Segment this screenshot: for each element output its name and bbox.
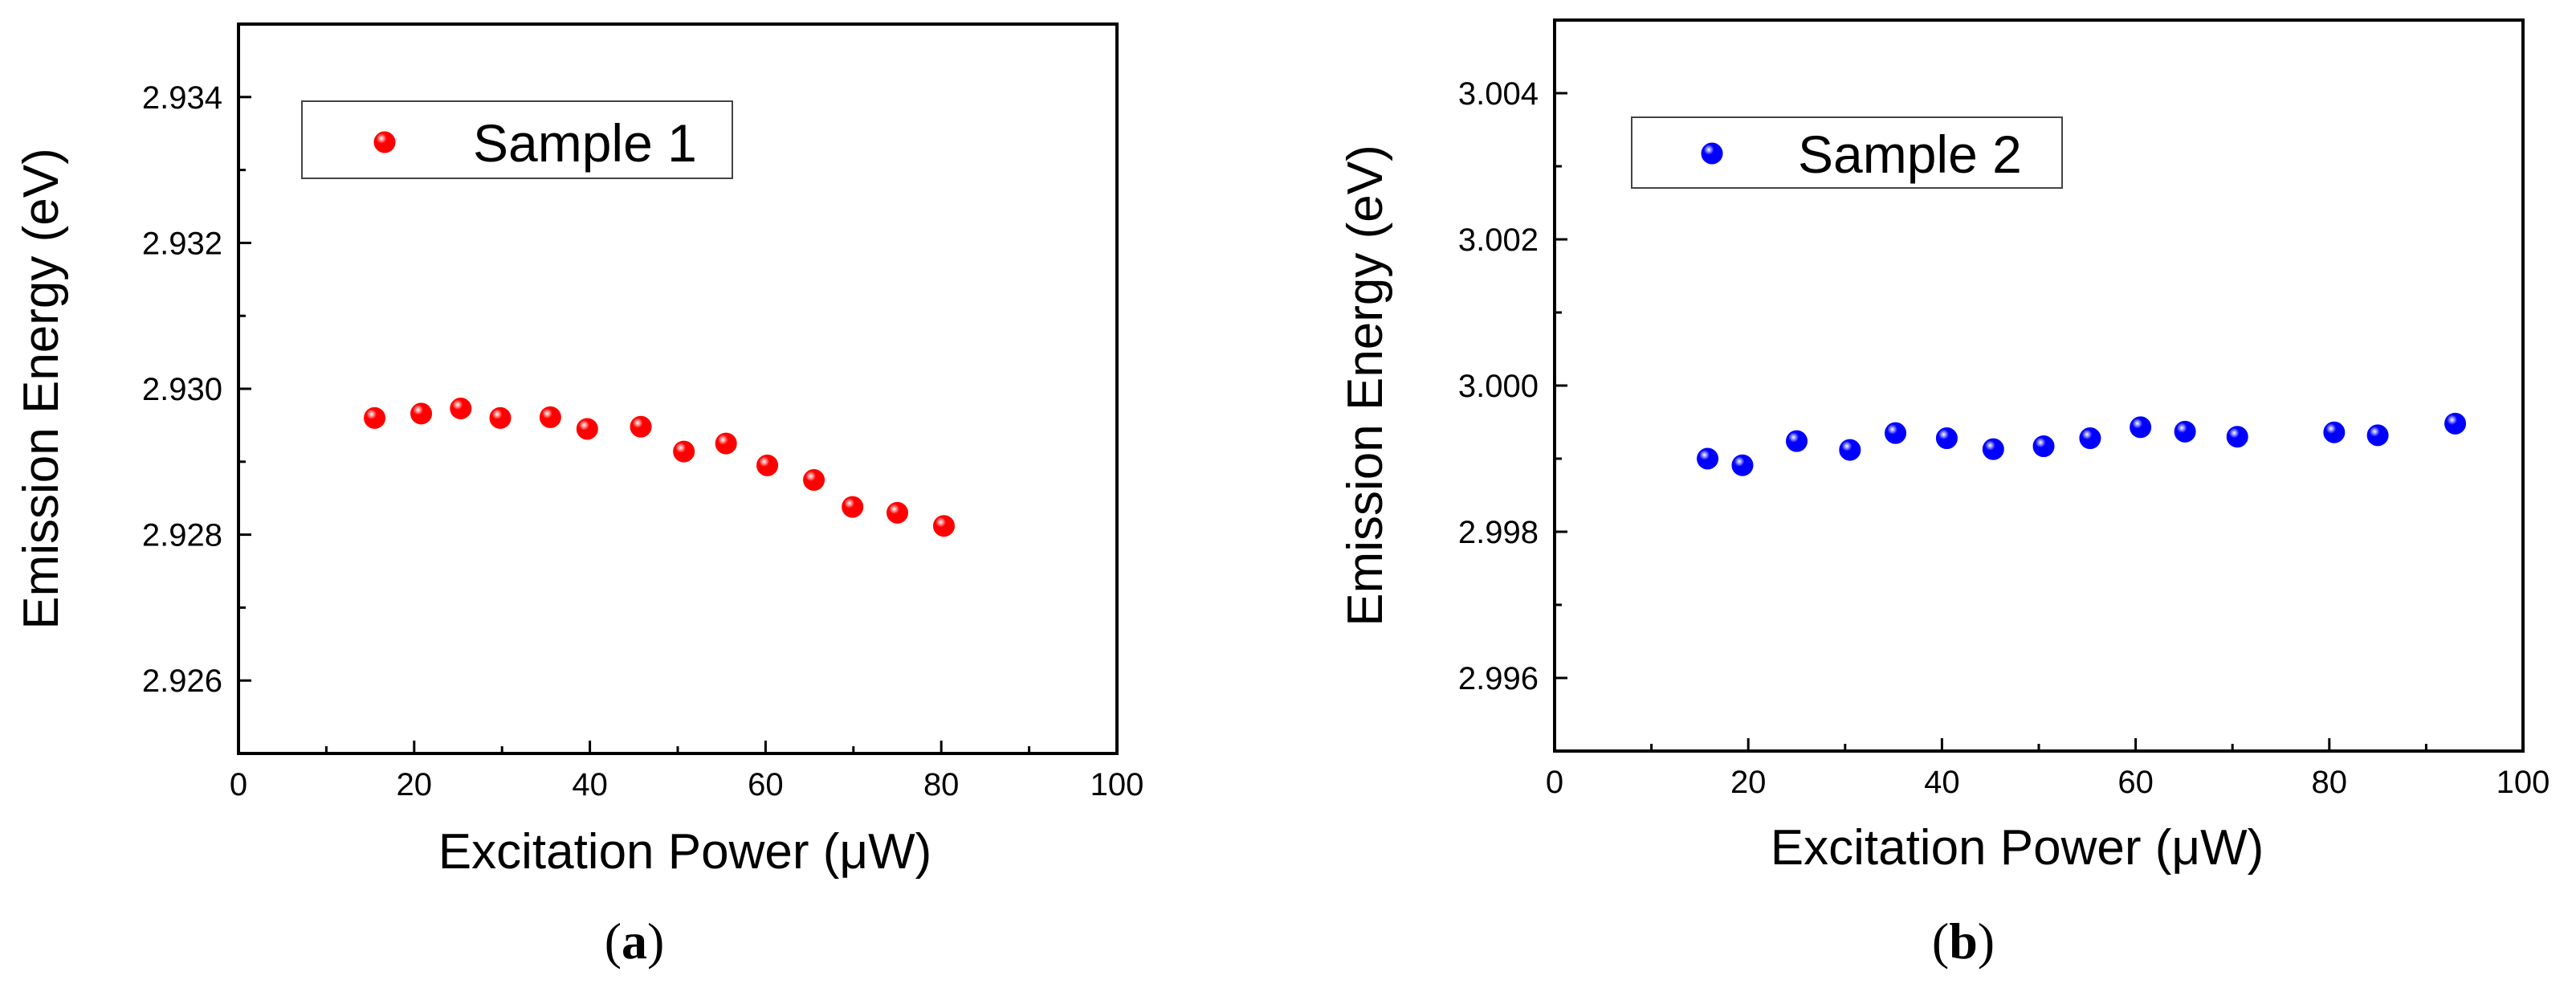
data-point: [2079, 427, 2101, 450]
x-axis-title-a: Excitation Power (μW): [438, 824, 932, 880]
x-tick-label: 60: [748, 767, 784, 802]
panel-label-a: (a): [605, 913, 665, 970]
data-point: [715, 432, 737, 455]
x-tick-label: 0: [230, 767, 247, 802]
data-point: [2130, 416, 2152, 439]
data-point: [1935, 427, 1958, 450]
tick-marks-a: [237, 22, 1119, 755]
legend-label-sample-1: Sample 1: [473, 113, 697, 173]
data-point: [756, 454, 779, 476]
y-tick-label: 2.998: [1458, 515, 1539, 550]
tick-labels-b: 0 20 40 60 80 100 2.996 2.998 3.000 3.002 3.004: [1458, 76, 2550, 800]
data-point: [1731, 454, 1754, 476]
data-point: [539, 406, 561, 428]
y-tick-label: 2.928: [142, 518, 222, 553]
y-tick-label: 2.996: [1458, 661, 1539, 696]
data-point: [1982, 438, 2004, 460]
data-point: [410, 402, 433, 425]
data-point: [1786, 430, 1808, 452]
chart-panel-b: 0 20 40 60 80 100 2.996 2.998 3.000 3.002 3.004 Sa…: [1338, 18, 2550, 970]
data-point: [932, 515, 955, 537]
x-tick-label: 40: [572, 767, 608, 802]
legend-a: Sample 1: [301, 100, 733, 179]
panel-letter-a: a: [622, 913, 647, 970]
data-point: [803, 469, 825, 491]
data-point: [2174, 420, 2196, 443]
y-tick-label: 3.002: [1458, 223, 1539, 258]
legend-label-sample-2: Sample 2: [1798, 125, 2022, 184]
tick-labels-a: 0 20 40 60 80 100 2.926 2.928 2.930 2.932 2.934: [142, 80, 1143, 802]
data-point: [2323, 421, 2346, 443]
y-tick-label: 2.932: [142, 226, 222, 261]
x-tick-label: 100: [2497, 765, 2550, 800]
data-point: [1697, 447, 1719, 470]
data-point: [576, 418, 598, 440]
x-tick-label: 80: [2312, 765, 2348, 800]
panel-letter-b: b: [1949, 913, 1978, 970]
data-point: [887, 501, 908, 524]
data-points-a: [364, 398, 955, 537]
chart-panel-a: 0 20 40 60 80 100 2.926 2.928 2.930 2.932 2.934 Sa…: [14, 22, 1143, 970]
data-points-b: [1697, 412, 2467, 476]
tick-marks-b: [1553, 18, 2525, 753]
legend-marker-sample-1: [373, 131, 396, 153]
data-point: [2444, 412, 2467, 435]
data-point: [1885, 422, 1907, 444]
legend-box-a: [301, 100, 733, 179]
x-tick-label: 100: [1090, 767, 1144, 802]
data-point: [673, 440, 695, 463]
x-tick-label: 40: [1924, 765, 1960, 800]
x-tick-label: 0: [1546, 765, 1563, 800]
y-tick-label: 2.930: [142, 372, 222, 407]
y-axis-title-b: Emission Energy (eV): [1338, 145, 1393, 627]
data-point: [450, 398, 472, 420]
data-point: [489, 406, 512, 429]
x-tick-label: 80: [923, 767, 960, 802]
x-tick-label: 20: [397, 767, 433, 802]
data-point: [842, 496, 864, 518]
y-axis-title-a: Emission Energy (eV): [14, 148, 69, 630]
data-point: [1839, 439, 1861, 461]
data-point: [630, 415, 652, 438]
legend-b: Sample 2: [1631, 116, 2063, 189]
y-tick-label: 2.926: [142, 663, 222, 699]
data-point: [2226, 426, 2248, 448]
data-point: [364, 406, 386, 429]
panel-label-b: (b): [1932, 913, 1995, 970]
legend-marker-sample-2: [1701, 142, 1723, 165]
y-tick-label: 3.000: [1458, 369, 1539, 404]
x-tick-label: 20: [1730, 765, 1767, 800]
data-point: [2366, 424, 2389, 447]
data-point: [2032, 435, 2055, 458]
x-axis-title-b: Excitation Power (μW): [1771, 820, 2264, 876]
y-tick-label: 3.004: [1458, 76, 1539, 112]
y-tick-label: 2.934: [142, 80, 222, 116]
x-tick-label: 60: [2117, 765, 2154, 800]
